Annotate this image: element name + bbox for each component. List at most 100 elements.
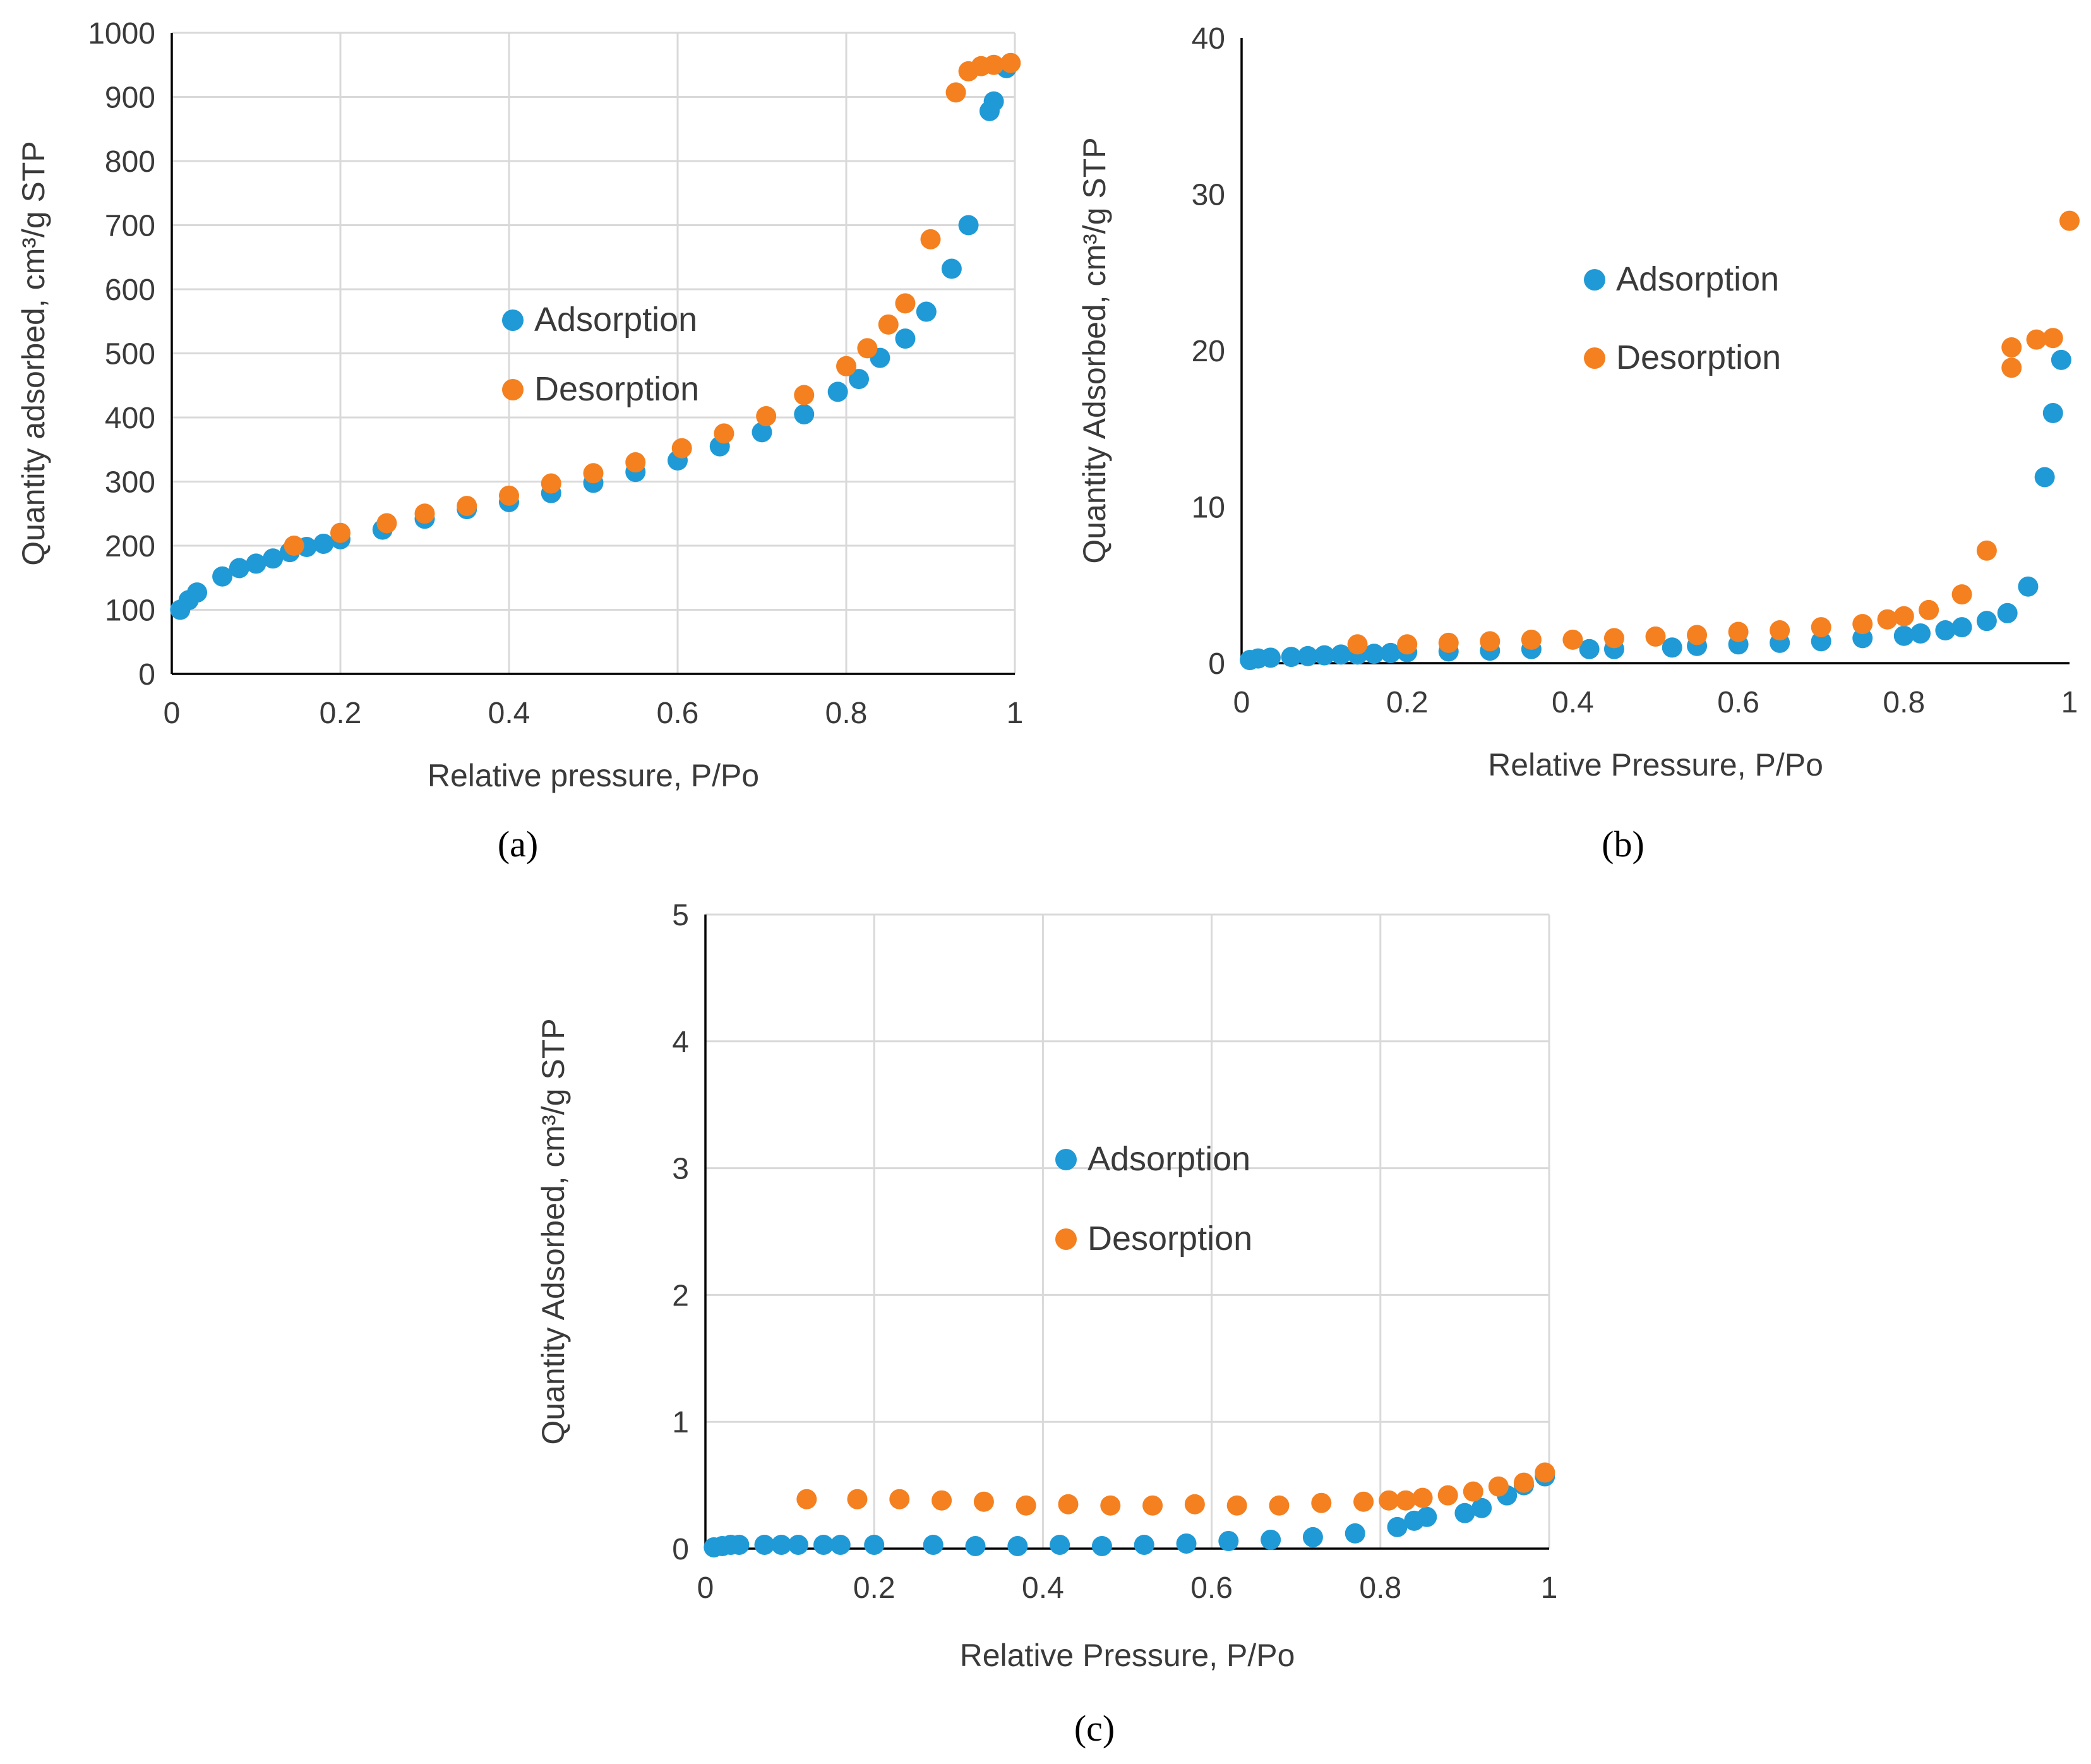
legend-marker-adsorption <box>1055 1149 1077 1170</box>
x-tick-label: 0.2 <box>853 1571 896 1605</box>
desorption-point <box>1770 620 1790 641</box>
adsorption-point <box>1910 623 1931 644</box>
adsorption-point <box>1976 611 1997 632</box>
legend-marker-adsorption <box>502 309 524 331</box>
adsorption-point <box>1471 1497 1492 1518</box>
series-desorption <box>796 1462 1555 1516</box>
y-axis-label: Quantity Adsorbed, cm³/g STP <box>536 1018 571 1444</box>
legend-marker-desorption <box>502 379 524 400</box>
x-tick-label: 0.8 <box>1359 1571 1401 1605</box>
y-tick-label: 0 <box>138 658 155 692</box>
desorption-point <box>1521 629 1542 650</box>
legend-marker-desorption <box>1584 347 1605 369</box>
adsorption-point <box>827 381 848 402</box>
adsorption-point <box>1260 647 1281 668</box>
adsorption-point <box>813 1534 834 1555</box>
desorption-point <box>1976 540 1997 561</box>
adsorption-point <box>1893 625 1914 646</box>
desorption-point <box>1893 606 1914 627</box>
desorption-point <box>847 1489 868 1509</box>
desorption-point <box>714 423 734 444</box>
series-adsorption <box>704 1466 1555 1557</box>
adsorption-point <box>246 553 267 574</box>
desorption-point <box>1412 1487 1433 1508</box>
adsorption-point <box>1331 644 1351 665</box>
panel-label: (b) <box>1602 824 1645 865</box>
adsorption-point <box>1176 1533 1197 1554</box>
adsorption-point <box>1134 1534 1154 1555</box>
desorption-point <box>1000 52 1021 73</box>
y-axis-label: Quantity adsorbed, cm³/g STP <box>16 141 51 566</box>
x-axis-label: Relative Pressure, P/Po <box>1488 747 1823 783</box>
adsorption-point <box>1007 1535 1028 1556</box>
legend-label-desorption: Desorption <box>1616 339 1781 376</box>
x-tick-label: 0.6 <box>1717 686 1759 719</box>
y-tick-label: 400 <box>105 402 155 435</box>
desorption-point <box>1311 1492 1332 1513</box>
y-tick-label: 5 <box>672 899 689 932</box>
y-tick-label: 300 <box>105 466 155 500</box>
adsorption-point <box>1417 1506 1437 1527</box>
x-tick-label: 0.2 <box>1386 686 1429 719</box>
desorption-point <box>1463 1481 1483 1502</box>
y-axis-label: Quantity Adsorbed, cm³/g STP <box>1077 137 1112 563</box>
adsorption-point <box>1050 1534 1070 1555</box>
adsorption-point <box>1091 1535 1112 1556</box>
desorption-point <box>2059 210 2080 231</box>
desorption-point <box>284 536 304 556</box>
series-desorption <box>284 52 1021 556</box>
desorption-point <box>1852 614 1873 635</box>
adsorption-point <box>1852 628 1873 649</box>
desorption-point <box>1645 626 1666 647</box>
y-tick-label: 40 <box>1192 22 1225 56</box>
desorption-point <box>1480 631 1501 652</box>
adsorption-point <box>1363 644 1384 664</box>
adsorption-point <box>1302 1527 1323 1547</box>
x-tick-label: 0.6 <box>657 697 699 730</box>
x-tick-label: 0 <box>697 1571 714 1605</box>
desorption-point <box>1100 1495 1121 1516</box>
adsorption-point <box>187 582 208 603</box>
x-tick-label: 0.4 <box>488 697 530 730</box>
adsorption-point <box>1261 1529 1281 1550</box>
y-tick-label: 800 <box>105 145 155 179</box>
desorption-point <box>1269 1495 1290 1516</box>
desorption-point <box>1437 1485 1458 1506</box>
y-tick-label: 4 <box>672 1026 689 1059</box>
desorption-point <box>1562 629 1583 650</box>
desorption-point <box>945 82 966 103</box>
desorption-point <box>2042 328 2063 349</box>
y-tick-label: 1 <box>672 1406 689 1439</box>
desorption-point <box>1687 625 1708 645</box>
legend-label-desorption: Desorption <box>534 370 699 408</box>
desorption-point <box>932 1490 952 1511</box>
adsorption-point <box>1454 1503 1475 1523</box>
desorption-point <box>1226 1495 1247 1516</box>
adsorption-point <box>1345 1523 1365 1544</box>
x-tick-label: 1 <box>1541 1571 1558 1605</box>
y-tick-label: 1000 <box>88 17 155 51</box>
y-tick-label: 600 <box>105 273 155 307</box>
desorption-point <box>414 503 435 524</box>
desorption-point <box>1535 1462 1555 1483</box>
adsorption-point <box>916 301 937 322</box>
adsorption-point <box>771 1534 792 1555</box>
desorption-point <box>857 338 878 359</box>
x-axis-label: Relative Pressure, P/Po <box>960 1638 1295 1673</box>
chart-panel-c: 0 0.2 0.4 0.6 0.8 1 0 1 2 3 4 5 Relative Pressure, P… <box>536 899 1557 1749</box>
adsorption-point <box>849 369 870 390</box>
x-tick-label: 1 <box>2061 686 2078 719</box>
desorption-point <box>1488 1476 1509 1497</box>
adsorption-point <box>895 328 916 349</box>
y-tick-label: 0 <box>1208 647 1225 681</box>
desorption-point <box>1951 584 1972 605</box>
adsorption-point <box>1997 603 2018 623</box>
adsorption-point <box>788 1534 808 1555</box>
chart-panel-a: 0 0.2 0.4 0.6 0.8 1 0 100 200 300 400 500 600 700 800 9… <box>16 17 1023 865</box>
desorption-point <box>1142 1495 1163 1516</box>
desorption-point <box>1603 628 1624 649</box>
series-desorption <box>1347 210 2080 655</box>
desorption-point <box>1397 634 1418 655</box>
desorption-point <box>920 229 941 249</box>
